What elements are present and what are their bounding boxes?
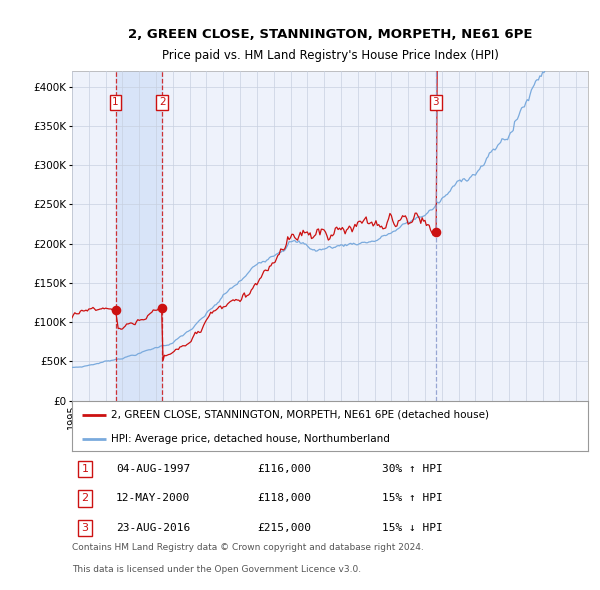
Text: 04-AUG-1997: 04-AUG-1997: [116, 464, 190, 474]
Text: 15% ↑ HPI: 15% ↑ HPI: [382, 493, 442, 503]
Text: 3: 3: [82, 523, 88, 533]
Text: Contains HM Land Registry data © Crown copyright and database right 2024.: Contains HM Land Registry data © Crown c…: [72, 543, 424, 552]
Text: 2: 2: [159, 97, 166, 107]
Bar: [116, 71, 162, 401]
Text: 2, GREEN CLOSE, STANNINGTON, MORPETH, NE61 6PE (detached house): 2, GREEN CLOSE, STANNINGTON, MORPETH, NE…: [110, 410, 488, 420]
Text: £215,000: £215,000: [258, 523, 312, 533]
Text: 2: 2: [82, 493, 88, 503]
Text: This data is licensed under the Open Government Licence v3.0.: This data is licensed under the Open Gov…: [72, 565, 361, 574]
Text: HPI: Average price, detached house, Northumberland: HPI: Average price, detached house, Nort…: [110, 434, 389, 444]
Point: [431, 227, 440, 237]
Text: 1: 1: [112, 97, 119, 107]
Text: 12-MAY-2000: 12-MAY-2000: [116, 493, 190, 503]
Text: £116,000: £116,000: [258, 464, 312, 474]
Text: 2, GREEN CLOSE, STANNINGTON, MORPETH, NE61 6PE: 2, GREEN CLOSE, STANNINGTON, MORPETH, NE…: [128, 28, 532, 41]
Point: [111, 305, 121, 314]
Text: 23-AUG-2016: 23-AUG-2016: [116, 523, 190, 533]
Text: 30% ↑ HPI: 30% ↑ HPI: [382, 464, 442, 474]
Text: 1: 1: [82, 464, 88, 474]
Text: £118,000: £118,000: [258, 493, 312, 503]
Text: Price paid vs. HM Land Registry's House Price Index (HPI): Price paid vs. HM Land Registry's House …: [161, 49, 499, 62]
Point: [157, 303, 167, 313]
Text: 3: 3: [433, 97, 439, 107]
Text: 15% ↓ HPI: 15% ↓ HPI: [382, 523, 442, 533]
